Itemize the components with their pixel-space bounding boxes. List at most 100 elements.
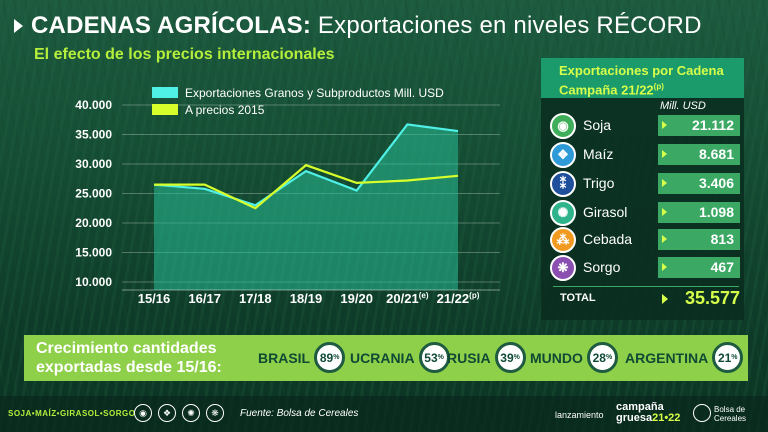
x-tick-superscript: (p) — [469, 291, 480, 300]
total-divider — [553, 286, 739, 287]
x-tick-superscript: (e) — [419, 291, 429, 300]
growth-item: UCRANIA 53% — [350, 342, 450, 373]
growth-ring: 28% — [586, 342, 618, 373]
bolsa-logo-icon — [693, 404, 711, 422]
title-bold: CADENAS AGRÍCOLAS: — [31, 12, 312, 39]
title-rest: Exportaciones en niveles RÉCORD — [311, 12, 702, 39]
chain-name: Sorgo — [583, 259, 621, 275]
footer-soybean-icon: ◉ — [134, 404, 152, 422]
y-tick-label: 35.000 — [75, 128, 112, 142]
y-tick-label: 30.000 — [75, 157, 112, 171]
chain-row: ⁑ Trigo 3.406 — [548, 171, 740, 197]
footer-crops: SOJA•MAÍZ•GIRASOL•SORGO — [8, 409, 136, 418]
growth-label-line1: Crecimiento cantidades — [36, 340, 217, 357]
panel-title: Exportaciones por Cadena Campaña 21/22(p… — [541, 58, 744, 98]
exports-chart: 10.000 15.000 20.000 25.000 30.000 35.000 40.0… — [75, 98, 500, 306]
chain-name: Cebada — [583, 231, 633, 247]
soybean-icon: ◉ — [550, 113, 576, 139]
chain-name: Trigo — [583, 175, 615, 191]
chain-row: ⁂ Cebada 813 — [548, 227, 740, 253]
x-tick-label: 17/18 — [239, 291, 272, 306]
sorghum-icon: ❋ — [550, 255, 576, 281]
growth-country: RUSIA — [447, 349, 491, 366]
y-tick-label: 40.000 — [75, 98, 112, 112]
growth-ring: 89% — [314, 342, 346, 373]
growth-item: ARGENTINA 21% — [625, 342, 744, 373]
x-tick-label: 21/22(p) — [437, 291, 480, 306]
legend-item-2015: A precios 2015 — [152, 101, 444, 118]
chain-value: 3.406 — [658, 173, 740, 194]
growth-value: 28 — [592, 350, 606, 365]
growth-ring: 53% — [418, 342, 450, 373]
x-tick-label: 16/17 — [188, 291, 221, 306]
total-value: 35.577 — [660, 288, 740, 309]
growth-unit: % — [333, 354, 340, 361]
chain-name: Maíz — [583, 146, 614, 162]
chain-row: ✺ Girasol 1.098 — [548, 200, 740, 226]
chain-row: ◉ Soja 21.112 — [548, 113, 740, 139]
page-title: CADENAS AGRÍCOLAS: Exportaciones en nive… — [31, 12, 702, 40]
x-tick-label: 20/21(e) — [386, 291, 429, 306]
growth-country: ARGENTINA — [625, 349, 709, 366]
footer-sorghum-icon: ❋ — [206, 404, 224, 422]
growth-unit: % — [731, 354, 738, 361]
footer-sunflower-icon: ✺ — [182, 404, 200, 422]
growth-band: Crecimiento cantidades exportadas desde … — [24, 335, 748, 381]
growth-label-line2: exportadas desde 15/16: — [36, 359, 222, 376]
chain-row: ❖ Maíz 8.681 — [548, 142, 740, 168]
chain-value: 813 — [658, 229, 740, 250]
legend-swatch-exports — [152, 87, 178, 98]
chain-value: 21.112 — [658, 115, 740, 136]
growth-item: MUNDO 28% — [530, 342, 618, 373]
growth-value: 39 — [500, 350, 514, 365]
footer-campaign-line1: campaña — [616, 401, 664, 413]
footer-launch: lanzamiento — [555, 410, 604, 420]
total-label: TOTAL — [560, 292, 596, 304]
corn-icon: ❖ — [550, 142, 576, 168]
sunflower-icon: ✺ — [550, 200, 576, 226]
growth-country: UCRANIA — [350, 349, 415, 366]
footer-source: Fuente: Bolsa de Cereales — [240, 408, 359, 419]
growth-unit: % — [605, 354, 613, 361]
chart-legend: Exportaciones Granos y Subproductos Mill… — [152, 84, 444, 118]
panel-title-sup: (p) — [653, 82, 664, 91]
footer-campaign-gruesa: gruesa — [616, 412, 653, 424]
panel-title-line2: Campaña 21/22(p) — [559, 79, 744, 98]
footer-corn-icon: ❖ — [158, 404, 176, 422]
growth-unit: % — [437, 354, 444, 361]
x-tick-label: 15/16 — [138, 291, 171, 306]
growth-ring: 21% — [712, 342, 744, 373]
page-subtitle: El efecto de los precios internacionales — [34, 46, 335, 63]
growth-item: BRASIL 89% — [258, 342, 346, 373]
growth-ring: 39% — [494, 342, 526, 373]
legend-item-exports: Exportaciones Granos y Subproductos Mill… — [152, 84, 444, 101]
legend-label-exports: Exportaciones Granos y Subproductos Mill… — [185, 85, 444, 100]
chain-name: Soja — [583, 117, 612, 133]
exports-area — [154, 124, 458, 290]
growth-country: BRASIL — [258, 349, 311, 366]
footer-campaign-line2: gruesa21•22 — [616, 413, 680, 424]
y-tick-label: 10.000 — [75, 275, 112, 289]
x-tick-label: 19/20 — [340, 291, 373, 306]
chain-name: Girasol — [583, 204, 628, 220]
legend-label-2015: A precios 2015 — [185, 102, 265, 117]
growth-value: 21 — [717, 350, 732, 365]
footer-org: Bolsa de Cereales — [714, 405, 747, 423]
growth-country: MUNDO — [530, 349, 583, 366]
chain-value: 467 — [658, 257, 740, 278]
chain-value: 1.098 — [658, 202, 740, 223]
title-arrow-icon — [14, 19, 23, 33]
panel-title-line1: Exportaciones por Cadena — [559, 63, 724, 78]
growth-value: 53 — [424, 350, 438, 365]
panel-unit: Mill. USD — [660, 100, 706, 112]
growth-unit: % — [513, 354, 520, 361]
title-row: CADENAS AGRÍCOLAS: Exportaciones en nive… — [14, 12, 702, 40]
x-tick-label: 18/19 — [290, 291, 323, 306]
growth-label: Crecimiento cantidades exportadas desde … — [36, 339, 222, 377]
y-tick-label: 25.000 — [75, 187, 112, 201]
y-tick-label: 20.000 — [75, 216, 112, 230]
growth-item: RUSIA 39% — [447, 342, 526, 373]
chain-value: 8.681 — [658, 144, 740, 165]
y-tick-label: 15.000 — [75, 246, 112, 260]
growth-value: 89 — [319, 350, 334, 365]
